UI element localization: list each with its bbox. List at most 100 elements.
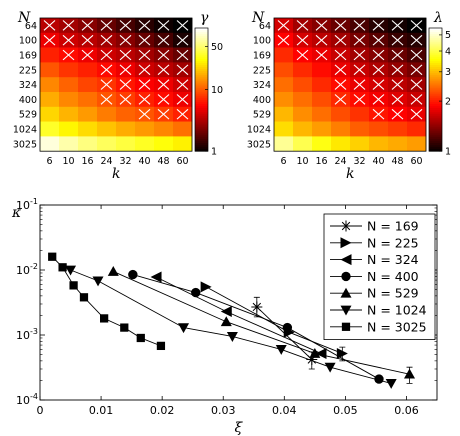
cross-marker [138,94,151,105]
colorbar-segment [195,69,208,72]
y-tick-exponent: -1 [30,197,38,206]
colorbar-segment [195,93,208,97]
colorbar-segment [195,54,208,58]
colorbar-segment [195,34,208,37]
cross-marker [315,49,328,61]
heatmap-cell [350,136,370,152]
heatmap-cell [312,77,332,93]
colorbar-segment [429,110,442,113]
cross-marker [334,20,347,31]
heatmap-cell [312,106,332,122]
colorbar-segment [429,81,442,84]
x-tick-label: 0.04 [272,404,297,417]
cross-marker [119,79,132,90]
cross-marker [353,20,366,31]
colorbar-segment [429,52,442,56]
colorbar-segment [195,145,208,148]
data-point-triangle-right [200,281,212,293]
data-point-square [48,252,57,261]
colorbar-segment [195,60,208,64]
colorbar-segment [195,67,208,70]
colorbar-segment [195,128,208,132]
colorbar-segment [429,89,442,93]
x-tick-label: 60 [176,156,188,167]
cross-marker [353,64,366,76]
colorbar-segment [429,132,442,136]
data-point-square [341,322,351,331]
data-point-triangle-down [226,332,238,342]
y-tick-label: 169 [19,51,37,62]
colorbar-segment [429,71,442,74]
colorbar-tick-label: 4 [445,46,451,57]
x-tick-label: 10 [296,156,308,167]
heatmap-cell [312,121,332,137]
cross-marker [296,20,309,31]
x-tick-label: 32 [353,156,365,167]
colorbar-tick-label: 50 [211,42,223,53]
cross-marker [391,108,404,120]
cross-marker [410,64,423,76]
cross-marker [100,64,113,76]
colorbar-segment [195,142,208,146]
heatmap-cell [388,136,408,152]
heatmap-cell [59,106,79,122]
cross-marker [119,94,132,105]
cross-marker [138,79,151,90]
colorbar-segment [195,79,208,82]
y-tick-label: 3025 [247,139,271,150]
cross-marker [119,34,132,46]
x-tick-label: 60 [410,156,422,167]
cross-marker [315,34,328,46]
cross-marker [410,49,423,61]
colorbar-segment [195,91,208,95]
heatmap-cell [135,136,155,152]
colorbar-segment [195,140,208,144]
x-tick-label: 40 [372,156,384,167]
cross-marker [372,49,385,61]
heatmap-cell [331,121,351,137]
cross-marker [119,49,132,61]
data-point-triangle-down [92,276,104,287]
colorbar-segment [195,38,208,41]
colorbar-segment [429,108,442,111]
data-point-triangle-down [385,379,397,389]
colorbar-segment [195,134,208,138]
heatmap-cell [135,121,155,137]
cross-marker [157,20,170,31]
colorbar-segment [195,42,208,45]
x-tick-label: 10 [62,156,74,167]
heatmap-cell [154,136,174,152]
colorbar-segment [195,75,208,78]
colorbar-segment [429,50,442,54]
colorbar-segment [429,34,442,37]
data-point-triangle-left [340,254,352,266]
heatmap-cell [274,136,294,152]
heatmap-cell [78,92,98,108]
colorbar-tick-label: 1 [445,147,451,158]
heatmap-cell [40,136,60,152]
data-point-triangle-up [309,347,321,358]
colorbar-segment [429,114,442,117]
y-tick-label: 10-3 [16,327,38,342]
y-tick-label: 324 [19,80,37,91]
x-tick-label: 16 [81,156,93,167]
colorbar-segment [429,145,442,148]
colorbar-segment [429,97,442,101]
colorbar-segment [429,36,442,39]
y-tick-label: 1024 [13,125,37,136]
colorbar-segment [195,30,208,33]
colorbar-segment [195,122,208,125]
y-tick-label: 1024 [247,125,271,136]
heatmap-cell [274,106,294,122]
y-axis-label: κ [11,205,21,221]
heatmap-cell [293,62,313,78]
heatmap-cell [78,62,98,78]
y-tick-base: 10 [16,264,30,277]
x-axis-label: k [112,166,120,182]
data-point-triangle-up [107,265,119,276]
colorbar-segment [429,112,442,115]
cross-marker [62,20,75,31]
cross-marker [334,49,347,61]
colorbar-tick-label: 10 [211,85,223,96]
cross-marker [296,34,309,46]
